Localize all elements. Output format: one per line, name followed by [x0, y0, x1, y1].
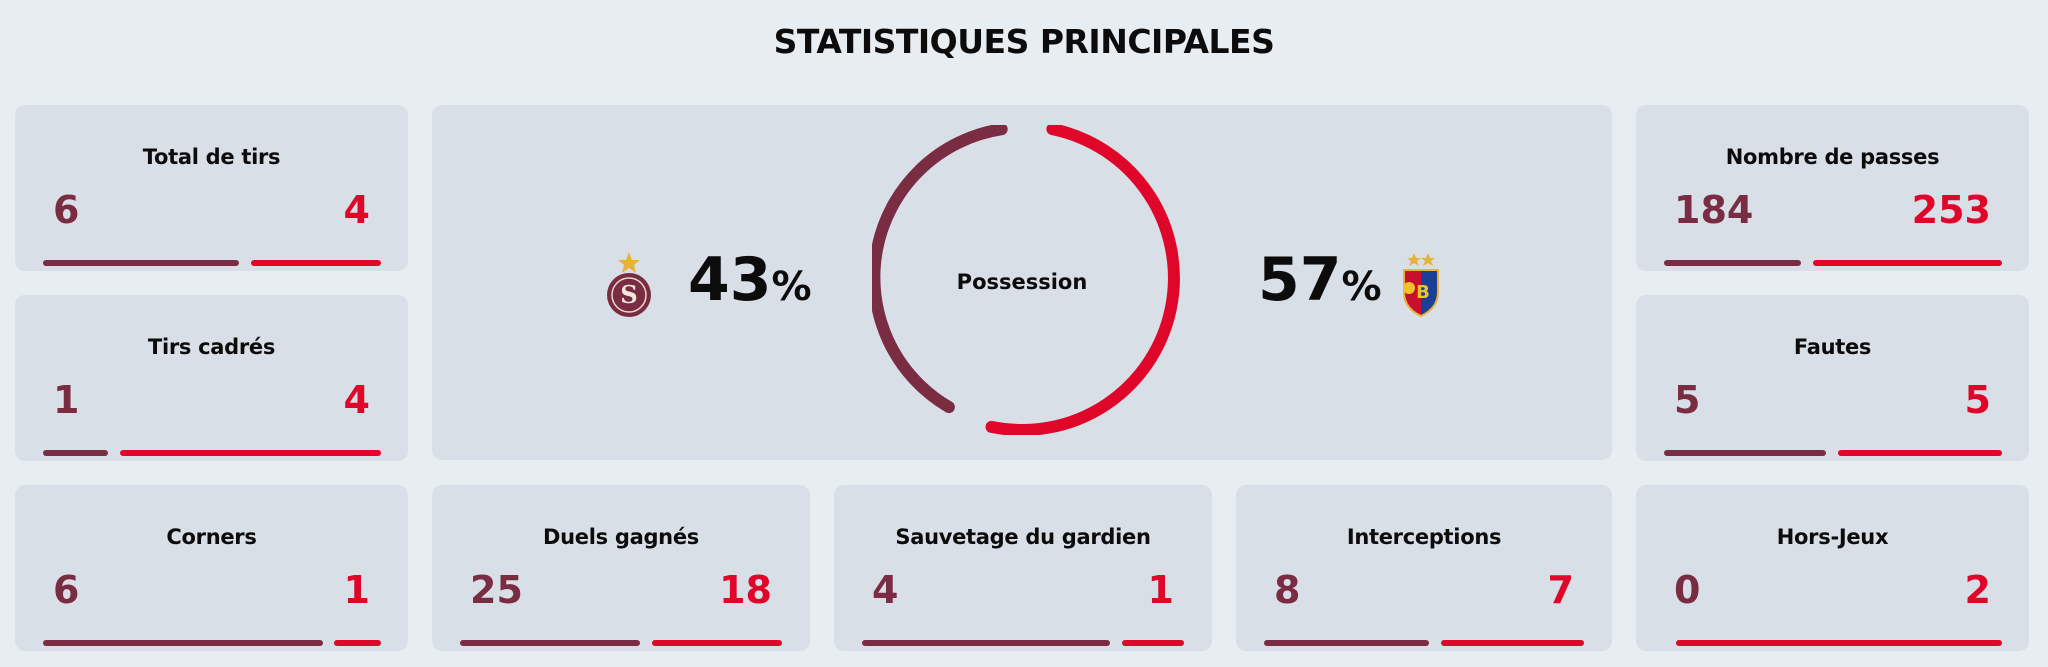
- home-bar: [1664, 260, 1801, 266]
- away-bar: [1441, 640, 1584, 646]
- away-possession: 57%: [1258, 250, 1382, 310]
- away-value: 1: [343, 568, 370, 612]
- home-value: 25: [470, 568, 523, 612]
- away-bar: [652, 640, 782, 646]
- away-value: 7: [1547, 568, 1574, 612]
- home-value: 0: [1674, 568, 1701, 612]
- home-value: 8: [1274, 568, 1301, 612]
- stat-card-passes: Nombre de passes 184 253: [1636, 105, 2029, 271]
- away-possession-value: 57: [1258, 245, 1342, 315]
- away-possession-arc: [985, 125, 1180, 435]
- stat-label: Tirs cadrés: [147, 335, 276, 359]
- home-possession-arc: [872, 125, 1008, 414]
- away-bar: [1813, 260, 2002, 266]
- away-value: 4: [343, 188, 370, 232]
- page-title: STATISTIQUES PRINCIPALES: [773, 22, 1275, 61]
- away-value: 253: [1911, 188, 1991, 232]
- stat-label: Sauvetage du gardien: [895, 525, 1151, 549]
- away-value: 18: [719, 568, 772, 612]
- away-value: 2: [1964, 568, 1991, 612]
- home-bar: [43, 640, 323, 646]
- home-possession: 43%: [688, 250, 812, 310]
- home-value: 6: [53, 568, 80, 612]
- home-bar: [43, 450, 108, 456]
- stat-label: Fautes: [1793, 335, 1872, 359]
- away-bar: [120, 450, 381, 456]
- percent-sign: %: [771, 264, 812, 310]
- stat-label: Interceptions: [1346, 525, 1502, 549]
- svg-text:S: S: [620, 280, 637, 309]
- stat-card-saves: Sauvetage du gardien 4 1: [834, 485, 1212, 651]
- possession-card: S 43% Possession 57% B: [432, 105, 1612, 460]
- away-value: 5: [1964, 378, 1991, 422]
- home-team-logo: S: [607, 252, 651, 317]
- home-bar: [460, 640, 640, 646]
- away-bar: [1838, 450, 2002, 456]
- svg-text:B: B: [1416, 282, 1430, 303]
- home-bar: [1664, 450, 1826, 456]
- stat-card-corners: Corners 6 1: [15, 485, 408, 651]
- stat-label: Hors-Jeux: [1776, 525, 1889, 549]
- away-bar: [334, 640, 381, 646]
- stat-label: Corners: [166, 525, 257, 549]
- stat-label: Total de tirs: [142, 145, 281, 169]
- away-bar: [1122, 640, 1184, 646]
- home-value: 4: [872, 568, 899, 612]
- home-bar: [1264, 640, 1429, 646]
- away-value: 1: [1147, 568, 1174, 612]
- stat-card-shots-on-target: Tirs cadrés 1 4: [15, 295, 408, 461]
- home-bar: [862, 640, 1110, 646]
- stat-card-shots: Total de tirs 6 4: [15, 105, 408, 271]
- home-possession-value: 43: [688, 245, 772, 315]
- away-value: 4: [343, 378, 370, 422]
- stat-card-interceptions: Interceptions 8 7: [1236, 485, 1612, 651]
- stat-card-offsides: Hors-Jeux 0 2: [1636, 485, 2029, 651]
- home-value: 5: [1674, 378, 1701, 422]
- possession-label: Possession: [956, 270, 1088, 294]
- stat-label: Nombre de passes: [1725, 145, 1940, 169]
- percent-sign: %: [1341, 264, 1382, 310]
- home-bar: [43, 260, 239, 266]
- home-value: 1: [53, 378, 80, 422]
- stat-card-duels: Duels gagnés 25 18: [432, 485, 810, 651]
- away-bar: [1676, 640, 2002, 646]
- stat-label: Duels gagnés: [543, 525, 699, 549]
- stat-card-fouls: Fautes 5 5: [1636, 295, 2029, 461]
- home-value: 6: [53, 188, 80, 232]
- away-team-logo: B: [1403, 253, 1439, 318]
- home-value: 184: [1674, 188, 1754, 232]
- possession-ring: [872, 125, 1180, 435]
- away-bar: [251, 260, 381, 266]
